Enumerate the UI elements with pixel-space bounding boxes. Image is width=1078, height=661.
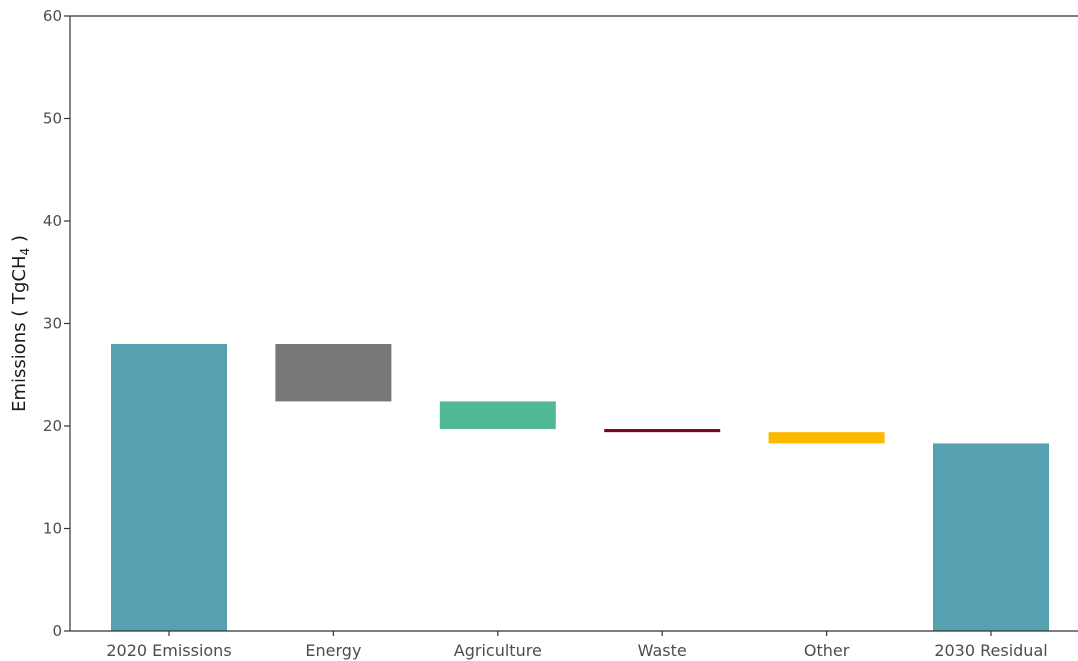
y-tick-label: 50	[43, 110, 62, 128]
y-tick-label: 40	[43, 212, 62, 230]
x-category-label: Waste	[638, 641, 687, 660]
bars-group	[111, 344, 1049, 631]
x-category-label: Other	[804, 641, 850, 660]
x-axis-ticks: 2020 Emissions Energy Agriculture Waste Othe…	[106, 631, 1048, 660]
x-category-label: Energy	[305, 641, 361, 660]
y-tick-label: 60	[43, 7, 62, 25]
bar-2020-emissions	[111, 344, 227, 631]
x-category-label: 2020 Emissions	[106, 641, 231, 660]
y-axis-ticks: 0 10 20 30 40 50 60	[43, 7, 70, 640]
y-tick-label: 10	[43, 520, 62, 538]
bar-other	[768, 432, 885, 444]
bar-2030-residual	[933, 443, 1049, 631]
y-axis-title: Emissions ( TgCH4 )	[9, 235, 32, 412]
y-axis-title-text: Emissions ( TgCH	[9, 255, 30, 411]
y-axis-title-suffix: )	[9, 235, 30, 248]
y-tick-label: 20	[43, 417, 62, 435]
bar-waste	[604, 429, 721, 433]
y-tick-label: 0	[52, 622, 62, 640]
y-tick-label: 30	[43, 315, 62, 333]
x-category-label: Agriculture	[454, 641, 542, 660]
bar-energy	[275, 344, 392, 402]
bar-agriculture	[439, 401, 556, 430]
x-category-label: 2030 Residual	[934, 641, 1047, 660]
y-axis-title-subscript: 4	[18, 248, 32, 256]
